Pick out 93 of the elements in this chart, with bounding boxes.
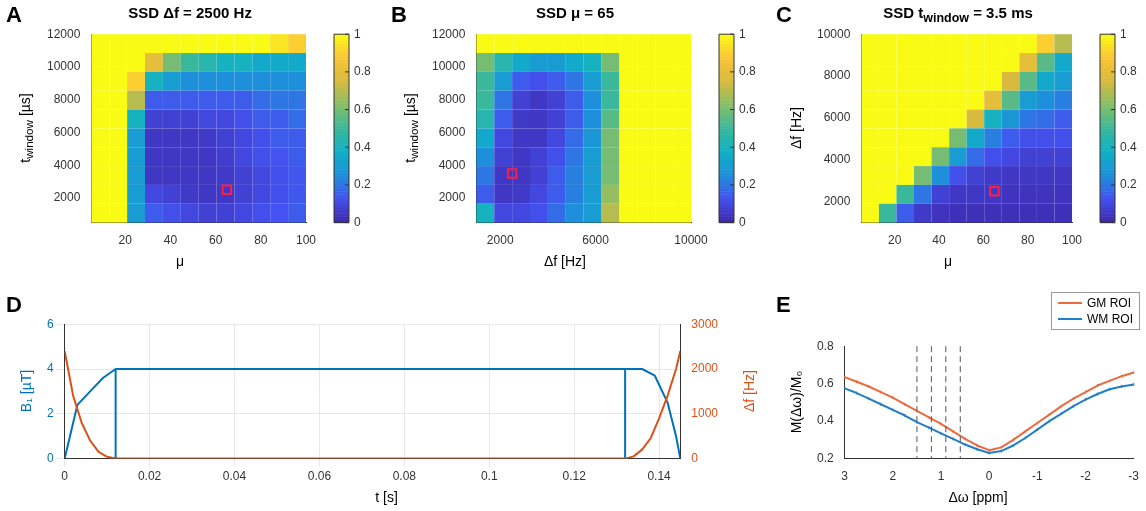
color-bar-label: 0 bbox=[354, 214, 361, 229]
color-bar-label: 0.2 bbox=[1120, 177, 1138, 192]
y2-axis-title: Δf [Hz] bbox=[741, 369, 757, 412]
y-tick-label: 2000 bbox=[823, 193, 851, 208]
chart-title: SSD Δf = 2500 Hz bbox=[127, 4, 253, 21]
color-bar-label: 1 bbox=[1120, 26, 1127, 41]
chart-title: SSD μ = 65 bbox=[535, 4, 615, 21]
color-bar-label: 0 bbox=[1120, 214, 1127, 229]
color-bar-label: 0.8 bbox=[1120, 64, 1138, 79]
y-tick-label: 4000 bbox=[823, 152, 851, 167]
y-tick-label: 6000 bbox=[53, 124, 81, 139]
legend-label: GM ROI bbox=[1087, 295, 1131, 311]
chart-title: SSD t$_{window}$ = 3.5 ms bbox=[882, 4, 1034, 25]
x-tick-label: 2000 bbox=[486, 233, 514, 248]
x-tick-label: 10000 bbox=[674, 233, 709, 248]
x-axis-title: Δf [Hz] bbox=[543, 253, 587, 269]
x-tick-label: 2 bbox=[889, 469, 897, 484]
y-tick-label: 0.2 bbox=[816, 450, 834, 465]
y-tick-label: 0 bbox=[46, 450, 54, 465]
y2-tick-label: 2000 bbox=[691, 361, 719, 376]
x-tick-label: 40 bbox=[932, 233, 946, 248]
x-tick-label: 40 bbox=[163, 233, 178, 248]
x-axis-title: t [s] bbox=[374, 489, 399, 505]
y-tick-label: 12000 bbox=[46, 26, 81, 41]
y-tick-label: 6 bbox=[46, 316, 54, 331]
color-bar-label: 0.2 bbox=[739, 177, 757, 192]
x-tick-label: 0.08 bbox=[392, 469, 417, 484]
y-tick-label: 6000 bbox=[823, 110, 851, 125]
x-axis-title: μ bbox=[942, 253, 954, 269]
x-axis-title: μ bbox=[174, 253, 186, 269]
x-tick-label: 0.14 bbox=[647, 469, 672, 484]
y-tick-label: 8000 bbox=[53, 92, 81, 107]
x-tick-label: 20 bbox=[887, 233, 902, 248]
x-tick-label: 60 bbox=[976, 233, 991, 248]
y-tick-label: 8000 bbox=[823, 68, 851, 83]
y-tick-label: 10000 bbox=[816, 26, 851, 41]
y-axis-title: M(Δω)/M₀ bbox=[788, 370, 804, 433]
text: B bbox=[391, 2, 407, 28]
x-tick-label: -3 bbox=[1128, 469, 1140, 484]
x-tick-label: 0.12 bbox=[562, 469, 587, 484]
y-tick-label: 0.8 bbox=[816, 338, 834, 353]
x-tick-label: 0.02 bbox=[137, 469, 162, 484]
y-tick-label: 0.4 bbox=[816, 413, 834, 428]
color-bar-label: 0 bbox=[739, 214, 746, 229]
y-tick-label: 2000 bbox=[438, 190, 466, 205]
y-tick-label: 4 bbox=[46, 361, 54, 376]
y2-tick-label: 1000 bbox=[691, 406, 719, 421]
color-bar-label: 1 bbox=[354, 26, 361, 41]
y-tick-label: 6000 bbox=[438, 124, 466, 139]
legend-label: WM ROI bbox=[1087, 311, 1133, 327]
y-tick-label: 0.6 bbox=[816, 375, 834, 390]
y-tick-label: 12000 bbox=[431, 26, 466, 41]
x-tick-label: 100 bbox=[1061, 233, 1083, 248]
x-tick-label: 0.04 bbox=[222, 469, 247, 484]
y-tick-label: 10000 bbox=[431, 59, 466, 74]
y-tick-label: 4000 bbox=[53, 157, 81, 172]
x-tick-label: 0.1 bbox=[480, 469, 498, 484]
y-axis-title: Δf [Hz] bbox=[788, 106, 804, 149]
x-tick-label: -1 bbox=[1032, 469, 1043, 484]
color-bar-label: 0.8 bbox=[739, 64, 757, 79]
color-bar-label: 0.4 bbox=[354, 139, 372, 154]
color-bar-label: 0.4 bbox=[739, 139, 757, 154]
x-tick-label: 0.06 bbox=[307, 469, 332, 484]
color-bar-label: 0.6 bbox=[354, 101, 372, 116]
x-tick-label: 0 bbox=[985, 469, 993, 484]
color-bar-label: 0.6 bbox=[739, 101, 757, 116]
y-tick-label: 10000 bbox=[46, 59, 81, 74]
y-tick-label: 8000 bbox=[438, 92, 466, 107]
y2-tick-label: 0 bbox=[691, 450, 699, 465]
x-tick-label: 100 bbox=[295, 233, 317, 248]
y2-tick-label: 3000 bbox=[691, 316, 719, 331]
x-tick-label: 80 bbox=[254, 233, 268, 248]
x-tick-label: 20 bbox=[118, 233, 133, 248]
y-tick-label: 2000 bbox=[53, 190, 81, 205]
x-tick-label: 80 bbox=[1020, 233, 1035, 248]
text: D bbox=[6, 292, 22, 318]
color-bar-label: 0.4 bbox=[1120, 139, 1138, 154]
color-bar-label: 1 bbox=[739, 26, 746, 41]
text: C bbox=[776, 2, 792, 28]
y-tick-label: 4000 bbox=[438, 157, 466, 172]
text: E bbox=[776, 292, 791, 318]
x-axis-title: Δω [ppm] bbox=[947, 489, 1009, 505]
x-tick-label: 3 bbox=[841, 469, 849, 484]
y-tick-label: 2 bbox=[46, 406, 54, 421]
color-bar-label: 0.8 bbox=[354, 64, 372, 79]
x-tick-label: -2 bbox=[1080, 469, 1092, 484]
x-tick-label: 60 bbox=[208, 233, 223, 248]
text: A bbox=[6, 2, 22, 28]
x-tick-label: 1 bbox=[937, 469, 945, 484]
color-bar-label: 0.2 bbox=[354, 177, 372, 192]
color-bar-label: 0.6 bbox=[1120, 101, 1138, 116]
x-tick-label: 6000 bbox=[582, 233, 610, 248]
y-axis-title: B₁ [µT] bbox=[18, 369, 34, 412]
